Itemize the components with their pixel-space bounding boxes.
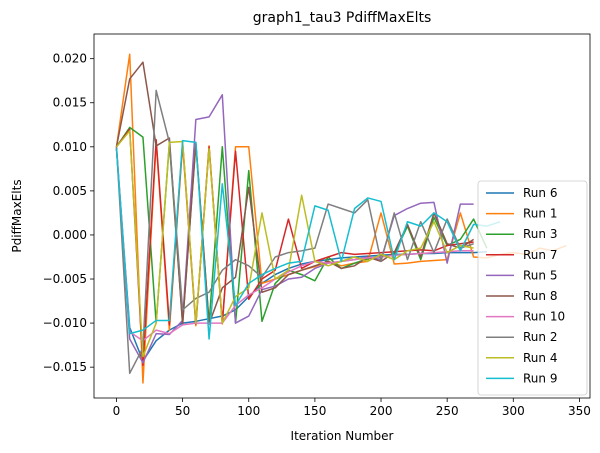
x-tick-label: 150 xyxy=(303,404,326,418)
y-tick-label: 0.020 xyxy=(53,52,87,66)
y-tick-label: 0.010 xyxy=(53,140,87,154)
x-tick-label: 250 xyxy=(436,404,459,418)
series-line-run-8 xyxy=(115,61,475,326)
x-tick-label: 200 xyxy=(370,404,393,418)
legend-label-run-2: Run 2 xyxy=(523,330,557,344)
legend-label-run-6: Run 6 xyxy=(523,186,557,200)
chart-title: graph1_tau3 PdiffMaxElts xyxy=(253,10,432,26)
legend-label-run-3: Run 3 xyxy=(523,227,557,241)
series-line-run-9 xyxy=(115,139,501,340)
y-tick-label: 0.000 xyxy=(53,228,87,242)
y-tick-label: 0.005 xyxy=(53,184,87,198)
y-tick-label: −0.015 xyxy=(43,360,87,374)
legend-label-run-1: Run 1 xyxy=(523,207,557,221)
y-tick-label: −0.005 xyxy=(43,272,87,286)
series-line-run-10 xyxy=(115,146,474,342)
legend-label-run-5: Run 5 xyxy=(523,268,557,282)
legend-label-run-9: Run 9 xyxy=(523,371,557,385)
legend-label-run-7: Run 7 xyxy=(523,248,557,262)
x-tick-label: 100 xyxy=(237,404,260,418)
legend-label-run-10: Run 10 xyxy=(523,310,565,324)
x-axis-label: Iteration Number xyxy=(291,429,394,443)
plot-frame xyxy=(93,33,591,399)
x-tick-label: 0 xyxy=(113,404,121,418)
x-tick-label: 300 xyxy=(502,404,525,418)
legend-label-run-8: Run 8 xyxy=(523,289,557,303)
series-line-run-4 xyxy=(115,130,474,358)
y-tick-label: 0.015 xyxy=(53,96,87,110)
x-tick-label: 350 xyxy=(568,404,591,418)
y-axis-label: PdiffMaxElts xyxy=(10,179,24,252)
legend-label-run-4: Run 4 xyxy=(523,351,557,365)
series-line-run-5 xyxy=(115,94,474,364)
y-tick-label: −0.010 xyxy=(43,316,87,330)
x-tick-label: 50 xyxy=(175,404,190,418)
